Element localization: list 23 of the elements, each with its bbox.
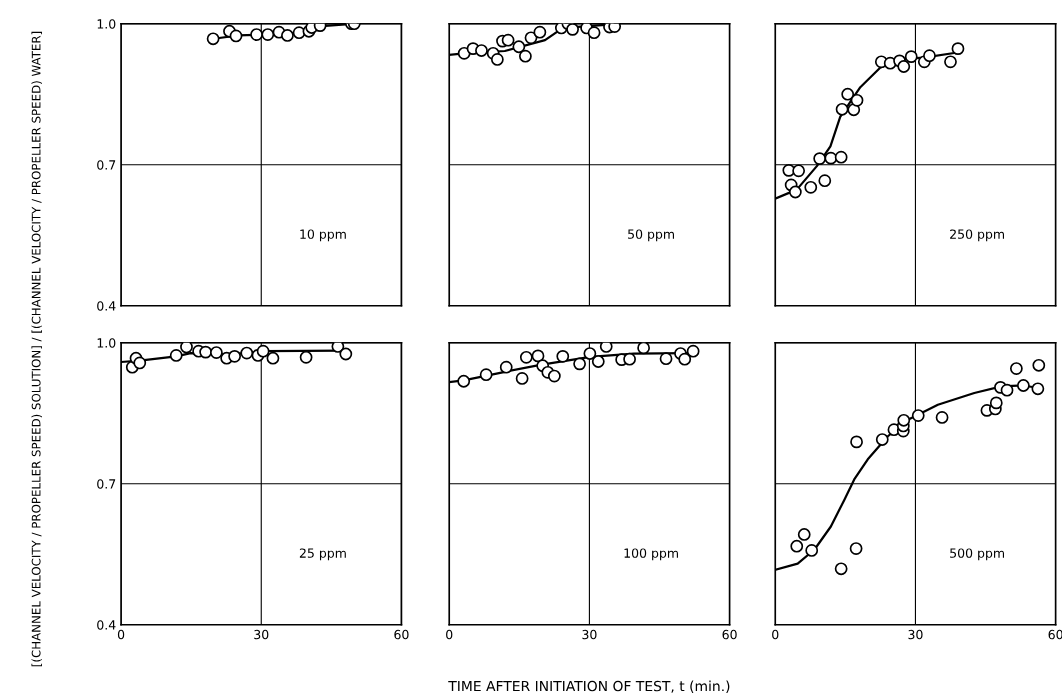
annotation: 10 ppm [300, 229, 346, 242]
y-tick-label: 0.4 [97, 620, 116, 630]
y-tick-label: 0.7 [97, 479, 116, 489]
x-tick-label: 60 [394, 629, 409, 640]
x-tick-label: 0 [446, 629, 453, 640]
x-axis-title: TIME AFTER INITIATION OF TEST, t (min.) [448, 680, 730, 693]
y-tick-label: 1.0 [97, 338, 116, 348]
x-tick-label: 30 [908, 629, 923, 640]
x-tick-label: 0 [117, 629, 125, 640]
x-tick-label: 60 [722, 629, 737, 640]
x-tick-label: 0 [772, 629, 779, 640]
x-tick-label: 30 [254, 629, 269, 640]
x-tick-label: 60 [1048, 629, 1062, 640]
annotation: 25 ppm [299, 548, 346, 561]
x-tick-label: 30 [582, 629, 597, 640]
y-tick-label: 1.0 [97, 19, 116, 29]
annotation: 50 ppm [628, 229, 674, 242]
annotation: 500 ppm [950, 548, 1004, 561]
y-axis-title: [(CHANNEL VELOCITY / PROPELLER SPEED) SOLUTION] / [(CHANNEL VELOCITY / PROPELLER SPEED) WATER] [31, 31, 42, 667]
y-tick-label: 0.4 [97, 301, 116, 311]
annotation: 100 ppm [624, 548, 678, 561]
y-tick-label: 0.7 [97, 160, 116, 170]
annotation: 250 ppm [950, 229, 1004, 242]
